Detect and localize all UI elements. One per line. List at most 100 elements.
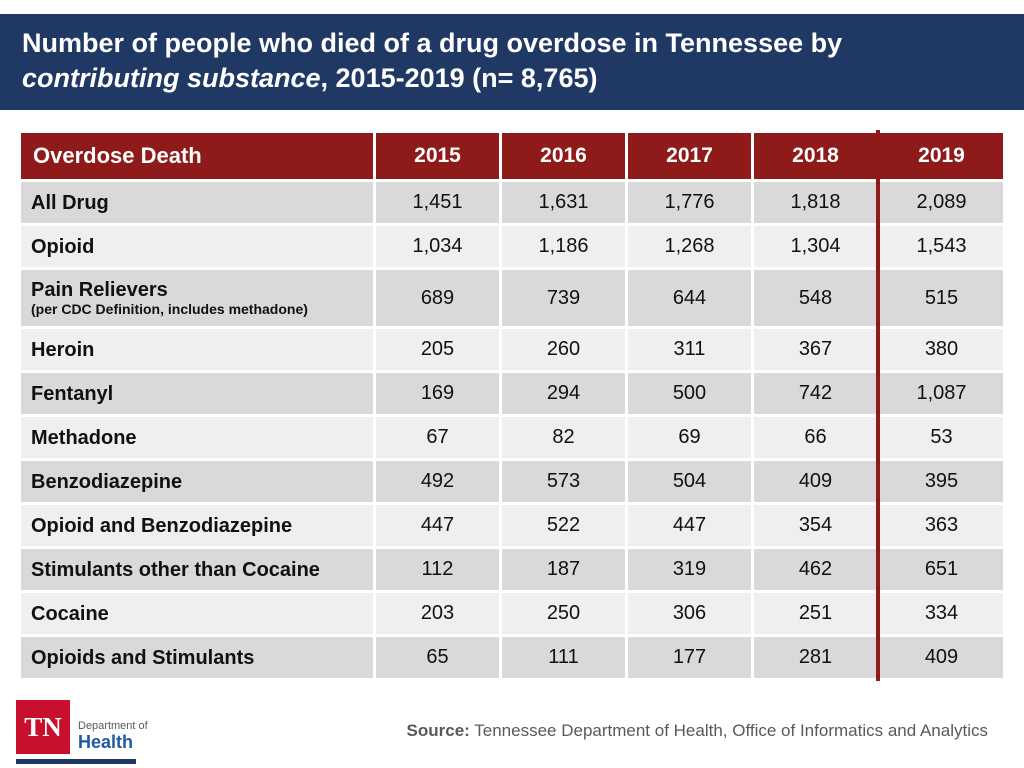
value-cell: 1,631 — [502, 182, 625, 223]
table-header-row: Overdose Death 2015 2016 2017 2018 2019 — [21, 133, 1003, 179]
row-label: All Drug — [31, 191, 109, 214]
value-cell: 380 — [880, 329, 1003, 370]
tn-logo-mark: TN — [16, 700, 70, 754]
source-label: Source: — [406, 721, 470, 740]
value-cell: 65 — [376, 637, 499, 678]
logo-underline-bar — [16, 759, 136, 764]
value-cell: 334 — [880, 593, 1003, 634]
table-row: Fentanyl 169 294 500 742 1,087 — [21, 373, 1003, 414]
row-label-cell: Benzodiazepine — [21, 461, 373, 502]
row-label: Stimulants other than Cocaine — [31, 558, 320, 581]
row-label-cell: Opioid — [21, 226, 373, 267]
value-cell: 1,451 — [376, 182, 499, 223]
row-label-cell: Fentanyl — [21, 373, 373, 414]
header-cell-label: Overdose Death — [21, 133, 373, 179]
value-cell: 573 — [502, 461, 625, 502]
value-cell: 169 — [376, 373, 499, 414]
slide-title-bar: Number of people who died of a drug over… — [0, 14, 1024, 110]
value-cell: 363 — [880, 505, 1003, 546]
table-row: All Drug 1,451 1,631 1,776 1,818 2,089 — [21, 182, 1003, 223]
value-cell: 66 — [754, 417, 877, 458]
row-label-cell: Pain Relievers (per CDC Definition, inclu… — [21, 270, 373, 326]
value-cell: 447 — [376, 505, 499, 546]
logo-health: Health — [78, 732, 134, 752]
value-cell: 644 — [628, 270, 751, 326]
value-cell: 409 — [754, 461, 877, 502]
row-label: Opioid and Benzodiazepine — [31, 514, 293, 537]
value-cell: 367 — [754, 329, 877, 370]
row-label-cell: Stimulants other than Cocaine — [21, 549, 373, 590]
value-cell: 742 — [754, 373, 877, 414]
value-cell: 112 — [376, 549, 499, 590]
value-cell: 2,089 — [880, 182, 1003, 223]
value-cell: 548 — [754, 270, 877, 326]
value-cell: 522 — [502, 505, 625, 546]
header-cell-year: 2019 — [880, 133, 1003, 179]
row-label: Pain Relievers — [31, 279, 168, 301]
value-cell: 205 — [376, 329, 499, 370]
value-cell: 281 — [754, 637, 877, 678]
row-label-cell: All Drug — [21, 182, 373, 223]
value-cell: 311 — [628, 329, 751, 370]
title-line2-rest: , 2015-2019 (n= 8,765) — [320, 63, 598, 93]
table-row: Opioids and Stimulants 65 111 177 281 409 — [21, 637, 1003, 678]
tn-logo-text: Department of Health — [78, 720, 148, 754]
value-cell: 111 — [502, 637, 625, 678]
slide-title-line1: Number of people who died of a drug over… — [22, 26, 1004, 61]
table-row: Cocaine 203 250 306 251 334 — [21, 593, 1003, 634]
row-label-cell: Cocaine — [21, 593, 373, 634]
row-label: Heroin — [31, 338, 95, 361]
value-cell: 260 — [502, 329, 625, 370]
value-cell: 294 — [502, 373, 625, 414]
table-row: Methadone 67 82 69 66 53 — [21, 417, 1003, 458]
value-cell: 251 — [754, 593, 877, 634]
value-cell: 447 — [628, 505, 751, 546]
value-cell: 1,268 — [628, 226, 751, 267]
value-cell: 515 — [880, 270, 1003, 326]
value-cell: 689 — [376, 270, 499, 326]
source-text: Tennessee Department of Health, Office o… — [469, 721, 988, 740]
highlight-2019-divider — [876, 130, 880, 681]
slide-title-line2: contributing substance, 2015-2019 (n= 8,… — [22, 61, 1004, 96]
table-row: Stimulants other than Cocaine 112 187 319 46… — [21, 549, 1003, 590]
value-cell: 1,304 — [754, 226, 877, 267]
value-cell: 492 — [376, 461, 499, 502]
row-label: Benzodiazepine — [31, 470, 183, 493]
overdose-data-table: Overdose Death 2015 2016 2017 2018 2019 All D… — [18, 130, 1006, 681]
row-label: Opioids and Stimulants — [31, 646, 255, 669]
value-cell: 409 — [880, 637, 1003, 678]
tn-health-logo-row: TN Department of Health — [16, 700, 148, 754]
value-cell: 1,543 — [880, 226, 1003, 267]
tn-health-logo: TN Department of Health — [16, 700, 148, 764]
logo-department-of: Department of — [78, 720, 148, 732]
header-cell-year: 2016 — [502, 133, 625, 179]
title-text-line1: Number of people who died of a drug over… — [22, 28, 843, 58]
table-row: Heroin 205 260 311 367 380 — [21, 329, 1003, 370]
value-cell: 53 — [880, 417, 1003, 458]
value-cell: 354 — [754, 505, 877, 546]
value-cell: 504 — [628, 461, 751, 502]
header-cell-year: 2017 — [628, 133, 751, 179]
value-cell: 82 — [502, 417, 625, 458]
table-row: Opioid and Benzodiazepine 447 522 447 354 363 — [21, 505, 1003, 546]
value-cell: 177 — [628, 637, 751, 678]
value-cell: 462 — [754, 549, 877, 590]
row-label-cell: Opioid and Benzodiazepine — [21, 505, 373, 546]
value-cell: 651 — [880, 549, 1003, 590]
value-cell: 1,087 — [880, 373, 1003, 414]
overdose-table-wrap: Overdose Death 2015 2016 2017 2018 2019 All D… — [18, 130, 1006, 681]
value-cell: 187 — [502, 549, 625, 590]
table-row: Benzodiazepine 492 573 504 409 395 — [21, 461, 1003, 502]
source-note: Source: Tennessee Department of Health, … — [407, 721, 988, 741]
value-cell: 319 — [628, 549, 751, 590]
value-cell: 69 — [628, 417, 751, 458]
row-label-cell: Methadone — [21, 417, 373, 458]
value-cell: 395 — [880, 461, 1003, 502]
row-label-cell: Heroin — [21, 329, 373, 370]
table-row: Pain Relievers (per CDC Definition, inclu… — [21, 270, 1003, 326]
value-cell: 1,186 — [502, 226, 625, 267]
value-cell: 1,034 — [376, 226, 499, 267]
header-cell-year: 2018 — [754, 133, 877, 179]
row-label: Opioid — [31, 235, 95, 258]
value-cell: 306 — [628, 593, 751, 634]
